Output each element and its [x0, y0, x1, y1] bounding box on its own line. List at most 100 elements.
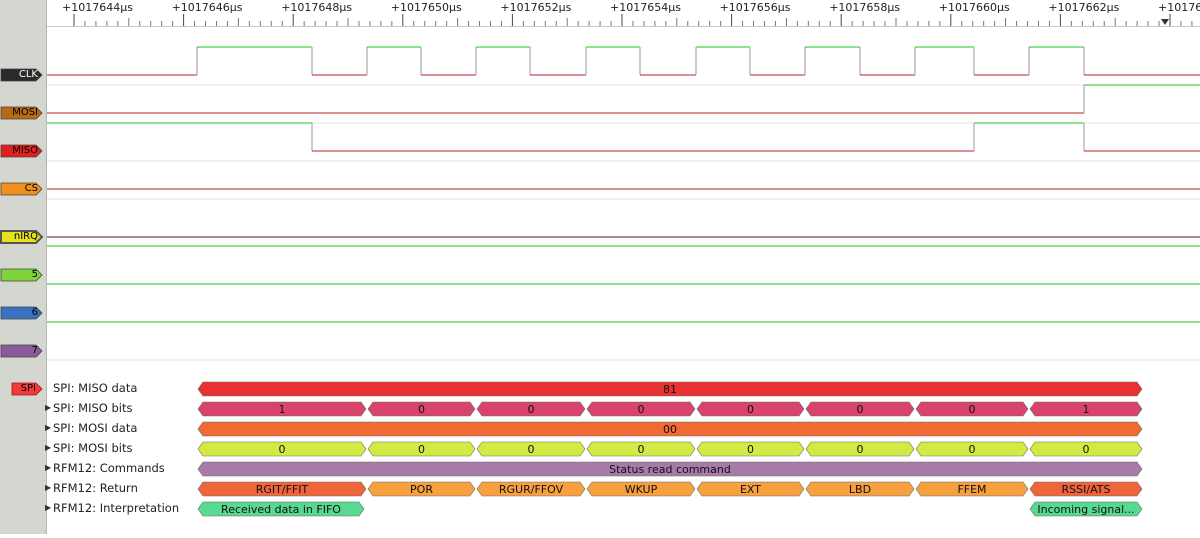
decoder-annotation[interactable]: 0 — [1029, 441, 1143, 457]
decoder-row-label: SPI: MOSI bits — [53, 441, 133, 455]
decoder-annotation[interactable]: RGUR/FFOV — [476, 481, 586, 497]
channel-tag-nirq[interactable]: nIRQ — [0, 230, 44, 244]
decoder-annotation[interactable]: POR — [367, 481, 476, 497]
decoder-annotation[interactable]: RGIT/FFIT — [197, 481, 367, 497]
ruler-tick-label: +1017648µs — [281, 1, 352, 14]
decoder-annotation-text: 00 — [663, 423, 677, 436]
decoder-annotation[interactable]: 81 — [197, 381, 1143, 397]
decoder-row-3: 0 0 0 0 0 0 0 0 — [197, 441, 1143, 457]
ruler-tick-label: +1017650µs — [391, 1, 462, 14]
cursor-marker-icon[interactable] — [1161, 19, 1169, 25]
decoder-annotation-text: 1 — [1083, 403, 1090, 416]
decoder-annotation-text: EXT — [740, 483, 761, 496]
decoder-annotation-text: 0 — [279, 443, 286, 456]
ruler-tick-label: +1017662µs — [1048, 1, 1119, 14]
decoder-annotation[interactable]: FFEM — [915, 481, 1029, 497]
expand-arrow-icon[interactable]: ▶ — [45, 443, 52, 452]
decoder-row-0: 81 — [197, 381, 1143, 397]
channel-sidebar: CLK MOSI MISO CS nIRQ 5 6 7 SPI — [0, 0, 47, 534]
decoder-annotation-text: 1 — [279, 403, 286, 416]
decoder-annotation-text: 0 — [969, 403, 976, 416]
channel-tag-clk[interactable]: CLK — [0, 68, 44, 82]
decoder-annotation[interactable]: WKUP — [586, 481, 696, 497]
decoder-annotation[interactable]: 0 — [696, 441, 805, 457]
ruler-tick-label: +1017644µs — [62, 1, 133, 14]
decoder-annotation[interactable]: Received data in FIFO — [197, 501, 365, 517]
decoder-annotation[interactable]: RSSI/ATS — [1029, 481, 1143, 497]
decoder-annotation[interactable]: 1 — [197, 401, 367, 417]
decoder-tag-label: SPI — [20, 383, 36, 394]
expand-arrow-icon[interactable]: ▶ — [45, 503, 52, 512]
decoder-annotation[interactable]: 00 — [197, 421, 1143, 437]
channel-tag-5[interactable]: 5 — [0, 268, 44, 282]
decoder-row-2: 00 — [197, 421, 1143, 437]
decoder-annotation[interactable]: EXT — [696, 481, 805, 497]
channel-tag-label: MISO — [12, 145, 38, 156]
ruler-tick-label: +1017652µs — [500, 1, 571, 14]
decoder-annotation[interactable]: 0 — [476, 441, 586, 457]
decoder-annotation-text: Incoming signal... — [1037, 503, 1134, 516]
channel-tag-label: 5 — [31, 269, 38, 280]
decoder-annotation[interactable]: 0 — [586, 441, 696, 457]
decoder-annotation-text: 0 — [638, 403, 645, 416]
channel-tag-label: CLK — [18, 69, 38, 80]
decoder-annotation-text: FFEM — [957, 483, 986, 496]
channel-tag-miso[interactable]: MISO — [0, 144, 44, 158]
decoder-annotation-text: LBD — [849, 483, 871, 496]
decoder-annotation[interactable]: LBD — [805, 481, 915, 497]
channel-tag-mosi[interactable]: MOSI — [0, 106, 44, 120]
decoder-tag-spi[interactable]: SPI — [0, 382, 44, 396]
expand-arrow-icon[interactable]: ▶ — [45, 423, 52, 432]
channel-tag-cs[interactable]: CS — [0, 182, 44, 196]
decoder-annotation-text: 0 — [747, 443, 754, 456]
channel-tag-label: CS — [24, 183, 38, 194]
ruler-tick-label: +1017654µs — [610, 1, 681, 14]
decoder-annotation[interactable]: Incoming signal... — [1029, 501, 1143, 517]
decoder-annotation[interactable]: 0 — [197, 441, 367, 457]
decoder-annotation-text: 0 — [857, 403, 864, 416]
decoder-annotation-text: 0 — [1083, 443, 1090, 456]
decoder-annotation[interactable]: 0 — [586, 401, 696, 417]
decoder-annotation-text: Status read command — [609, 463, 731, 476]
channel-tag-6[interactable]: 6 — [0, 306, 44, 320]
expand-arrow-icon[interactable]: ▶ — [45, 483, 52, 492]
decoder-annotation[interactable]: 0 — [696, 401, 805, 417]
decoder-annotation-text: 0 — [528, 443, 535, 456]
decoder-annotation[interactable]: 1 — [1029, 401, 1143, 417]
miso-waveform — [47, 122, 1200, 152]
decoder-annotation[interactable]: 0 — [476, 401, 586, 417]
trace-view[interactable]: 81 1 0 0 0 0 0 0 1 00 0 0 0 0 0 0 0 0 Status read command R… — [47, 27, 1200, 534]
ruler-tick-label: +1017658µs — [829, 1, 900, 14]
decoder-annotation[interactable]: 0 — [805, 441, 915, 457]
decoder-annotation-text: 0 — [747, 403, 754, 416]
time-ruler[interactable]: +1017644µs +1017646µs +1017648µs +1017650µs… — [46, 0, 1200, 27]
decoder-annotation[interactable]: 0 — [367, 441, 476, 457]
decoder-row-5: RGIT/FFIT POR RGUR/FFOV WKUP EXT LBD FFEM RSSI/… — [197, 481, 1143, 497]
channel-tag-label: 7 — [31, 345, 38, 356]
decoder-annotation[interactable]: 0 — [915, 401, 1029, 417]
decoder-row-4: Status read command — [197, 461, 1143, 477]
decoder-annotation-text: RSSI/ATS — [1062, 483, 1111, 496]
decoder-annotation-text: WKUP — [625, 483, 658, 496]
clk-waveform — [47, 46, 1200, 76]
decoder-annotation[interactable]: 0 — [367, 401, 476, 417]
decoder-row-label: RFM12: Interpretation — [53, 501, 180, 515]
decoder-row-label: RFM12: Return — [53, 481, 138, 495]
ruler-tick-label: +10176 — [1158, 1, 1200, 14]
channel-tag-7[interactable]: 7 — [0, 344, 44, 358]
decoder-annotation-text: 0 — [528, 403, 535, 416]
decoder-annotation-text: 0 — [418, 443, 425, 456]
expand-arrow-icon[interactable]: ▶ — [45, 463, 52, 472]
expand-arrow-icon[interactable]: ▶ — [45, 403, 52, 412]
decoder-annotation-text: 0 — [857, 443, 864, 456]
decoder-row-label: RFM12: Commands — [53, 461, 165, 475]
decoder-annotation[interactable]: 0 — [805, 401, 915, 417]
decoder-annotation[interactable]: 0 — [915, 441, 1029, 457]
decoder-annotation-text: RGIT/FFIT — [256, 483, 309, 496]
decoder-row-1: 1 0 0 0 0 0 0 1 — [197, 401, 1143, 417]
decoder-row-label: SPI: MISO bits — [53, 401, 133, 415]
ruler-tick-label: +1017646µs — [172, 1, 243, 14]
decoder-annotation-text: 81 — [663, 383, 677, 396]
decoder-annotation[interactable]: Status read command — [197, 461, 1143, 477]
channel-tag-label: nIRQ — [13, 231, 38, 242]
